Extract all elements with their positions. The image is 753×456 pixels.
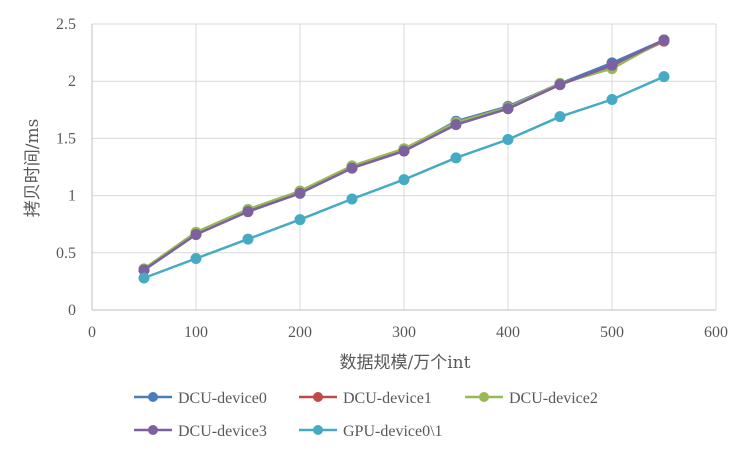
data-point [606, 94, 618, 106]
legend-marker [148, 425, 158, 435]
legend-entry: DCU-device2 [465, 390, 598, 407]
data-point [346, 162, 358, 174]
legend-entry: GPU-device0\1 [299, 423, 443, 440]
legend-label: DCU-device3 [178, 423, 267, 440]
y-tick-label: 2.5 [56, 16, 76, 33]
axes [91, 24, 716, 311]
data-point [190, 253, 202, 265]
legend-label: DCU-device1 [343, 390, 432, 407]
legend-marker [148, 392, 158, 402]
data-point [242, 206, 254, 218]
x-tick-label: 200 [288, 324, 312, 341]
data-point [398, 145, 410, 157]
data-point [658, 71, 670, 83]
x-tick-label: 600 [704, 324, 728, 341]
x-tick-labels: 0 100 200 300 400 500 600 [88, 324, 728, 341]
x-tick-label: 300 [392, 324, 416, 341]
data-point [554, 111, 566, 123]
data-point [190, 228, 202, 240]
series-dcu-device3 [138, 34, 670, 276]
x-axis-title: 数据规模/万个int [340, 353, 471, 373]
legend-entry: DCU-device1 [299, 390, 432, 407]
data-point [294, 214, 306, 226]
legend-marker [479, 392, 489, 402]
legend-marker [313, 392, 323, 402]
y-tick-label: 1.5 [56, 130, 76, 147]
data-point [346, 193, 358, 205]
data-point [242, 233, 254, 245]
y-tick-label: 0 [68, 302, 76, 319]
data-point [606, 59, 618, 71]
x-tick-label: 100 [184, 324, 208, 341]
legend-label: DCU-device2 [509, 390, 598, 407]
y-axis-title: 拷贝时间/ms [23, 119, 43, 218]
x-tick-label: 500 [600, 324, 624, 341]
data-point [502, 134, 514, 146]
data-point [554, 79, 566, 91]
data-point [294, 187, 306, 199]
legend: DCU-device0 DCU-device1 DCU-device2 DCU-dev… [134, 390, 598, 440]
y-tick-label: 0.5 [56, 245, 76, 262]
legend-entry: DCU-device3 [134, 423, 267, 440]
legend-marker [313, 425, 323, 435]
series-gpu-device0-1 [138, 71, 670, 284]
legend-entry: DCU-device0 [134, 390, 267, 407]
legend-label: GPU-device0\1 [343, 423, 443, 440]
series-layer [138, 34, 670, 284]
y-tick-labels: 0 0.5 1 1.5 2 2.5 [56, 16, 76, 319]
data-point [658, 34, 670, 46]
legend-label: DCU-device0 [178, 390, 267, 407]
data-point [398, 174, 410, 186]
data-point [450, 152, 462, 164]
y-tick-label: 1 [68, 188, 76, 205]
data-point [450, 119, 462, 131]
y-tick-label: 2 [68, 73, 76, 90]
data-point [502, 103, 514, 115]
x-tick-label: 0 [88, 324, 96, 341]
grid [92, 23, 717, 310]
data-point [138, 272, 150, 284]
x-tick-label: 400 [496, 324, 520, 341]
